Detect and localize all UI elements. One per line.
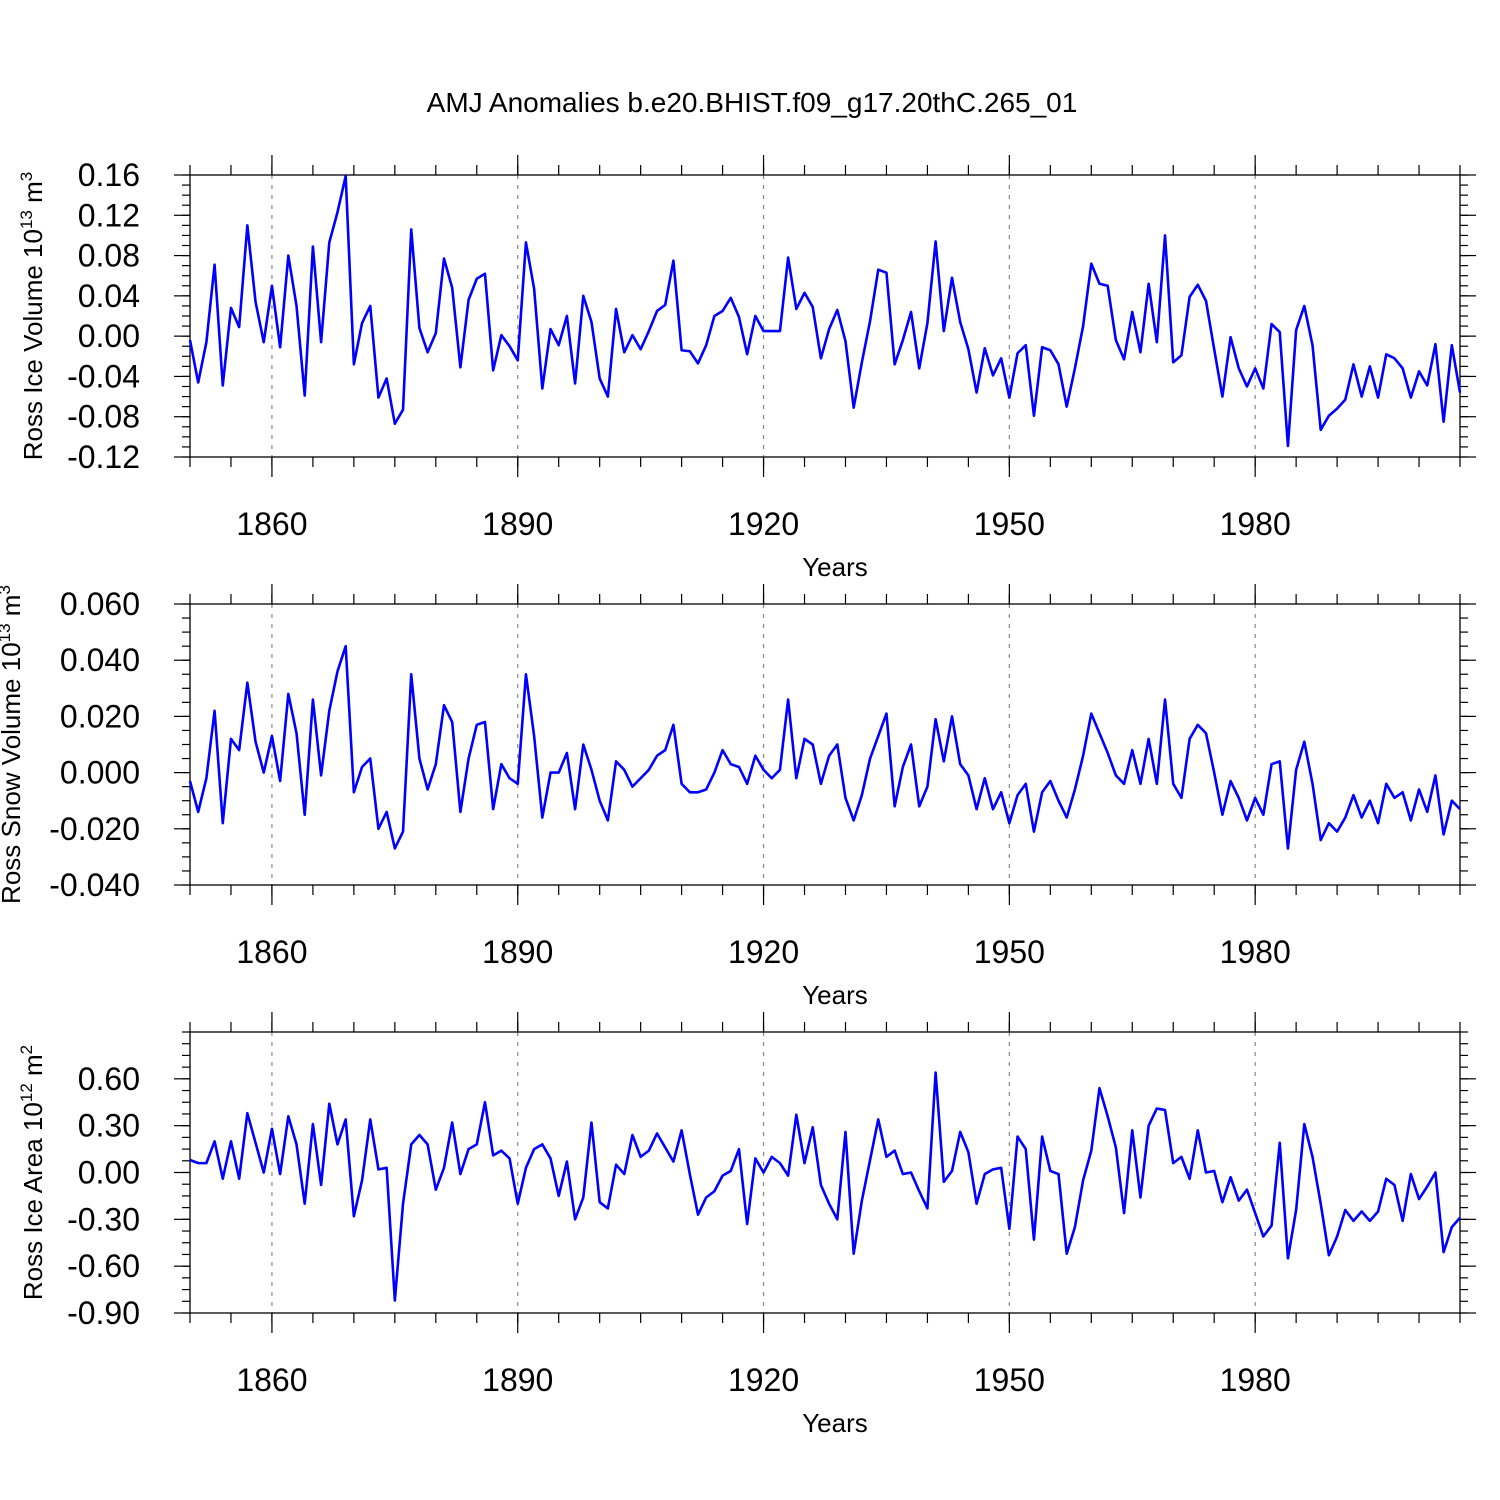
panel-2-y-tick-label: 0.00 [78, 1155, 140, 1191]
panel-2-y-tick-label: 0.60 [78, 1061, 140, 1097]
panel-1-y-tick-label: -0.040 [49, 867, 140, 903]
panel-2-x-tick-label: 1950 [974, 1362, 1045, 1398]
panel-0-y-axis-label: Ross Ice Volume 1013 m3 [17, 172, 48, 461]
panel-1-x-tick-label: 1980 [1220, 934, 1291, 970]
panel-0-x-tick-label: 1890 [482, 506, 553, 542]
panel-0-x-tick-label: 1950 [974, 506, 1045, 542]
panel-2-y-tick-label: -0.30 [67, 1201, 140, 1237]
panel-2-x-tick-label: 1980 [1220, 1362, 1291, 1398]
panel-2-x-tick-label: 1920 [728, 1362, 799, 1398]
panel-2-y-tick-label: 0.30 [78, 1108, 140, 1144]
panel-0-x-tick-label: 1920 [728, 506, 799, 542]
panel-0-y-tick-label: 0.04 [78, 278, 140, 314]
panel-2-plot-frame [189, 1031, 1461, 1314]
panel-2-x-tick-label: 1890 [482, 1362, 553, 1398]
panel-1-y-tick-label: 0.060 [60, 586, 140, 622]
panel-2-x-tick-label: 1860 [236, 1362, 307, 1398]
panel-0-y-tick-label: 0.08 [78, 238, 140, 274]
panel-2-y-tick-label: -0.90 [67, 1295, 140, 1331]
panel-0-x-tick-label: 1860 [236, 506, 307, 542]
panel-1-y-tick-label: 0.000 [60, 755, 140, 791]
panel-0-y-tick-label: 0.12 [78, 197, 140, 233]
panel-1-plot-frame [189, 603, 1461, 886]
panel-0-y-tick-label: -0.12 [67, 439, 140, 475]
panel-1-series-line-0 [188, 644, 1461, 850]
panel-2-y-tick-label: -0.60 [67, 1248, 140, 1284]
panel-ross-ice-area: -0.90 -0.60 -0.30 0.00 0.30 0.60 1860 1890 1920 1… [17, 1012, 1476, 1438]
panel-1-y-axis-label: Ross Snow Volume 1013 m3 [0, 585, 26, 904]
panel-1-x-axis-label: Years [802, 980, 868, 1010]
panel-0-y-tick-label: 0.16 [78, 157, 140, 193]
panel-ross-ice-volume: -0.12 -0.08 -0.04 0.00 0.04 0.08 0.12 0.16 1860 1… [17, 155, 1476, 582]
panel-0-y-tick-label: -0.04 [67, 358, 140, 394]
panel-1-y-tick-label: 0.020 [60, 698, 140, 734]
panel-0-series-line-0 [188, 174, 1462, 448]
panel-1-y-tick-label: -0.020 [49, 811, 140, 847]
panel-0-y-tick-label: -0.08 [67, 399, 140, 435]
panel-1-y-tick-label: 0.040 [60, 642, 140, 678]
panel-2-y-axis-label: Ross Ice Area 1012 m2 [17, 1045, 48, 1300]
panel-0-x-tick-label: 1980 [1220, 506, 1291, 542]
panel-2-x-axis-label: Years [802, 1408, 868, 1438]
panel-1-x-tick-label: 1890 [482, 934, 553, 970]
panel-0-y-tick-label: 0.00 [78, 318, 140, 354]
panel-1-x-tick-label: 1860 [236, 934, 307, 970]
panel-1-x-tick-label: 1950 [974, 934, 1045, 970]
chart-title: AMJ Anomalies b.e20.BHIST.f09_g17.20thC.… [427, 87, 1078, 118]
panel-0-plot-frame [189, 174, 1461, 458]
panel-ross-snow-volume: -0.040 -0.020 0.000 0.020 0.040 0.060 1860 1890… [0, 584, 1476, 1010]
panel-0-x-axis-label: Years [802, 552, 868, 582]
panel-1-x-tick-label: 1920 [728, 934, 799, 970]
panel-2-series-line-0 [189, 1071, 1461, 1302]
